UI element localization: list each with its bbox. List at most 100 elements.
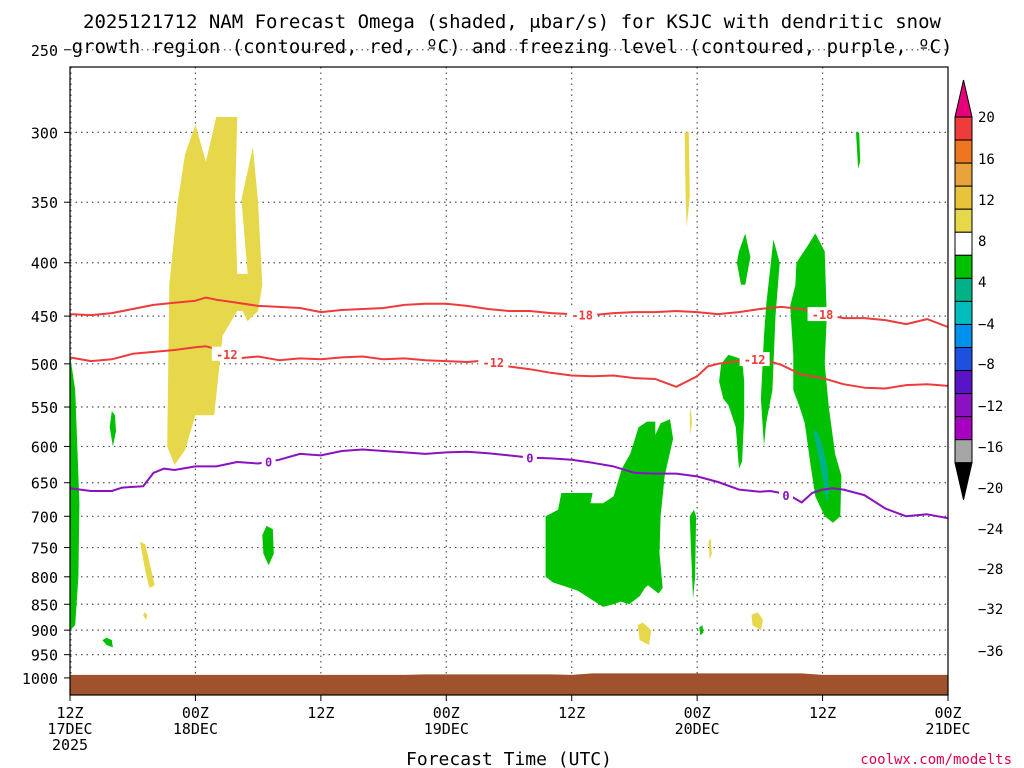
colorbar-label-0: 20 <box>978 110 995 126</box>
colorbar-label-7: −12 <box>978 399 1003 415</box>
x-tick-label-4-1: 12Z <box>558 704 585 722</box>
colorbar-segment-13 <box>954 393 973 418</box>
colorbar-label-10: −24 <box>978 522 1003 538</box>
omega-region-0 <box>167 117 263 465</box>
plot-frame <box>69 66 949 696</box>
terrain-fill <box>70 673 948 695</box>
y-tick-label-900: 900 <box>31 622 58 640</box>
omega-region-20 <box>813 431 829 504</box>
colorbar-label-13: −36 <box>978 644 1003 660</box>
y-tick-label-300: 300 <box>31 124 58 142</box>
colorbar-segment-9 <box>954 300 973 325</box>
contour-label-bg-1-1 <box>478 354 509 369</box>
x-tick-label-0-2: 17DEC <box>47 720 92 738</box>
omega-region-9 <box>689 509 697 599</box>
colorbar-label-1: 16 <box>978 152 995 168</box>
omega-region-4 <box>637 622 652 645</box>
contour-label-2-1: 0 <box>526 452 533 466</box>
x-tick-label-5-2: 20DEC <box>675 720 720 738</box>
contour-label-bg-2-1 <box>522 450 537 465</box>
y-tick-label-650: 650 <box>31 475 58 493</box>
contour-label-bg-2-2 <box>778 487 793 502</box>
plot-area: -18 -18 -12 -12 -12 0 0 0 <box>69 49 949 696</box>
colorbar-segment-1 <box>954 116 973 141</box>
colorbar-segment-10 <box>954 323 973 349</box>
omega-region-2 <box>143 612 148 620</box>
y-tick-label-550: 550 <box>31 399 58 417</box>
colorbar-segment-4 <box>954 185 973 210</box>
y-tick-label-700: 700 <box>31 508 58 526</box>
contour-label-bg-0-1 <box>807 307 838 322</box>
omega-region-14 <box>856 132 861 169</box>
omega-region-13 <box>790 233 842 523</box>
x-axis-label: Forecast Time (UTC) <box>406 749 612 768</box>
omega-region-6 <box>708 538 712 560</box>
contour-label-1-0: -12 <box>216 348 238 362</box>
omega-region-11 <box>736 233 751 285</box>
contour-label-1-2: -12 <box>744 353 766 367</box>
colorbar-label-2: 12 <box>978 193 995 209</box>
y-tick-label-750: 750 <box>31 540 58 558</box>
chart-title-line-2: growth region (contoured, red, ºC) and f… <box>72 36 953 58</box>
omega-region-7 <box>689 407 692 435</box>
colorbar-segment-3 <box>954 162 973 187</box>
colorbar-segment-2 <box>954 139 973 164</box>
x-tick-label-6-1: 12Z <box>809 704 836 722</box>
y-tick-label-500: 500 <box>31 356 58 374</box>
omega-shading <box>70 117 861 648</box>
contours: -18 -18 -12 -12 -12 0 0 0 <box>69 296 949 520</box>
y-tick-label-850: 850 <box>31 596 58 614</box>
omega-region-1 <box>140 541 155 588</box>
contour-label-0-0: -18 <box>571 309 593 323</box>
y-tick-label-350: 350 <box>31 194 58 212</box>
x-tick-label-0-1: 12Z <box>56 704 83 722</box>
colorbar: 20 16 12 8 4 −4 −8 −12 −16 −20 −24 −28 −32 −36 <box>954 79 1003 660</box>
contour-1 <box>69 345 949 390</box>
colorbar-segment-7 <box>954 254 973 279</box>
x-tick-label-7-1: 00Z <box>934 704 961 722</box>
colorbar-label-3: 8 <box>978 234 986 250</box>
omega-region-12 <box>760 239 780 447</box>
colorbar-bottom-arrow <box>954 462 973 500</box>
contour-label-0-1: -18 <box>812 308 834 322</box>
omega-region-19 <box>699 625 704 636</box>
y-tick-label-800: 800 <box>31 569 58 587</box>
colorbar-label-4: 4 <box>978 275 986 291</box>
x-tick-label-5-1: 00Z <box>684 704 711 722</box>
contour-label-2-0: 0 <box>265 456 272 470</box>
colorbar-segment-5 <box>954 208 973 233</box>
colorbar-label-5: −4 <box>978 317 995 333</box>
omega-region-16 <box>109 411 116 447</box>
contour-0 <box>69 296 949 328</box>
y-tick-label-950: 950 <box>31 647 58 665</box>
colorbar-top-arrow <box>954 79 973 118</box>
omega-region-18 <box>262 525 274 566</box>
contour-label-1-1: -12 <box>482 356 504 370</box>
colorbar-label-6: −8 <box>978 357 995 373</box>
y-tick-label-450: 450 <box>31 308 58 326</box>
omega-region-5 <box>751 612 763 631</box>
colorbar-segment-6 <box>954 231 973 256</box>
y-tick-label-600: 600 <box>31 438 58 456</box>
y-tick-label-1000: 1000 <box>22 670 58 688</box>
contour-label-bg-1-0 <box>211 346 242 361</box>
colorbar-label-12: −32 <box>978 602 1003 618</box>
contour-label-bg-1-2 <box>739 352 770 367</box>
contour-label-bg-0-0 <box>567 307 598 322</box>
contour-label-bg-2-0 <box>261 454 276 469</box>
y-tick-label-250: 250 <box>31 42 58 60</box>
y-axis: 250 300 350 400 450 500 550 600 650 700 750 800 850 9… <box>22 42 70 688</box>
x-tick-label-1-2: 18DEC <box>173 720 218 738</box>
x-tick-label-2-1: 12Z <box>307 704 334 722</box>
chart-title-line-1: 2025121712 NAM Forecast Omega (shaded, μ… <box>83 11 941 33</box>
omega-region-10 <box>719 354 745 469</box>
omega-region-15 <box>70 354 80 631</box>
colorbar-label-11: −28 <box>978 562 1003 578</box>
x-tick-label-7-2: 21DEC <box>925 720 970 738</box>
colorbar-segment-12 <box>954 370 973 395</box>
terrain <box>70 673 948 695</box>
credit-text: coolwx.com/modelts <box>860 752 1012 768</box>
contour-label-2-2: 0 <box>782 489 789 503</box>
